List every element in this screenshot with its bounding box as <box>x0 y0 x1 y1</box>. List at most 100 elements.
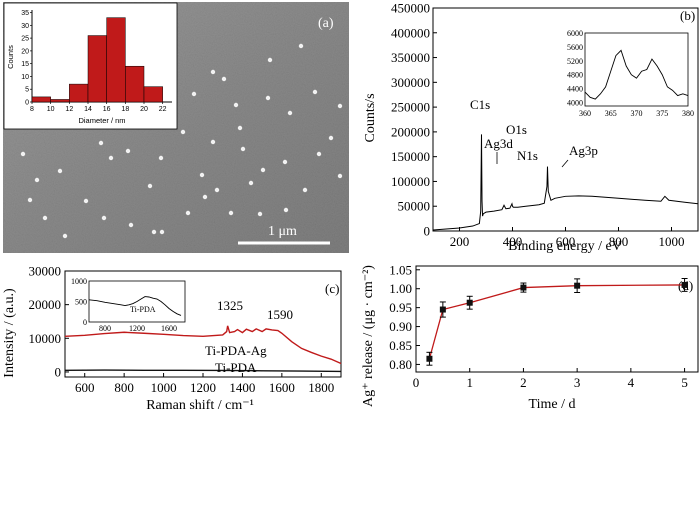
x-tick-label: 10 <box>47 106 55 113</box>
sem-particle <box>27 197 33 203</box>
sem-particle <box>214 187 220 193</box>
y-tick-label: 200000 <box>391 124 430 139</box>
sem-particle <box>221 76 227 82</box>
inset-x-tick-label: 380 <box>682 109 694 118</box>
sem-particle <box>151 229 157 235</box>
sem-particle <box>312 89 318 95</box>
x-tick-label: 800 <box>609 234 629 249</box>
sem-particle <box>202 194 208 200</box>
y-tick-label: 30000 <box>29 264 62 279</box>
peak-label: 1325 <box>217 298 243 313</box>
x-tick-label: 12 <box>65 106 73 113</box>
peak-label: O1s <box>506 122 527 137</box>
inset-x-tick-label: 375 <box>656 109 668 118</box>
panel-b: (b) 200 400 600 800 1000 0 50000 100000 150000 20… <box>363 1 699 254</box>
inset-y-tick-label: 1000 <box>71 277 87 286</box>
x-tick-label: 1200 <box>190 380 216 395</box>
y-tick-label: 0.80 <box>389 357 412 372</box>
sem-particle <box>267 57 273 63</box>
inset-y-tick-label: 4400 <box>567 85 583 94</box>
panel-a: 1 μm (a) 8 10 12 14 16 18 20 22 0 5 10 15 20 25 30 35 Di… <box>3 2 349 253</box>
sem-particle <box>210 69 216 75</box>
arrow-ag3p <box>561 159 569 168</box>
x-axis-label: Raman shift / cm⁻¹ <box>146 398 254 413</box>
inset-x-tick-label: 360 <box>579 109 591 118</box>
sem-particle <box>83 198 89 204</box>
sem-particle <box>159 229 165 235</box>
sem-particle <box>125 148 131 154</box>
y-tick-label: 20000 <box>29 297 62 312</box>
inset-x-tick-label: 1200 <box>129 324 145 333</box>
x-tick-label: 1000 <box>659 234 685 249</box>
inset-label: Ti-PDA <box>130 305 156 314</box>
sem-particles <box>20 43 343 239</box>
sem-particle <box>328 135 334 141</box>
inset-x-tick-label: 370 <box>631 109 643 118</box>
y-tick-label: 1.05 <box>389 262 412 277</box>
inset-y-tick-label: 4000 <box>567 99 583 108</box>
sem-particle <box>337 103 343 109</box>
sem-particle <box>108 155 114 161</box>
sem-particle <box>260 167 266 173</box>
sem-particle <box>282 159 288 165</box>
peak-label: 1590 <box>267 307 293 322</box>
inset-y-tick-label: 5600 <box>567 43 583 52</box>
data-point <box>574 282 581 289</box>
sem-particle <box>57 168 63 174</box>
y-tick-label: 50000 <box>398 199 431 214</box>
histogram-bar <box>143 86 163 103</box>
plot-frame <box>415 265 699 373</box>
y-tick-label: 0.85 <box>389 338 412 353</box>
x-tick-label: 14 <box>84 106 92 113</box>
data-point <box>466 299 473 306</box>
sem-particle <box>233 102 239 108</box>
x-tick-label: 400 <box>503 234 523 249</box>
x-tick-label: 1000 <box>151 380 177 395</box>
sem-particle <box>302 187 308 193</box>
series-label-ti-pda-ag: Ti-PDA-Ag <box>205 343 267 358</box>
panel-label-a: (a) <box>318 16 334 31</box>
data-point <box>520 284 527 291</box>
x-tick-label: 5 <box>681 375 688 390</box>
x-tick-label: 1400 <box>229 380 255 395</box>
x-tick-label: 18 <box>121 106 129 113</box>
sem-particle <box>199 172 205 178</box>
y-tick-label: 300000 <box>391 75 430 90</box>
y-tick-label: 0.90 <box>389 319 412 334</box>
x-tick-label: 200 <box>450 234 470 249</box>
y-axis-label: Ag⁺ release / (μg · cm⁻²) <box>361 265 376 407</box>
histogram-bar <box>69 83 89 103</box>
inset-y-tick-label: 5200 <box>567 57 583 66</box>
inset-x-tick-label: 1600 <box>161 324 177 333</box>
release-line <box>428 284 685 359</box>
inset-y-tick-label: 4800 <box>567 71 583 80</box>
x-tick-label: 1800 <box>308 380 334 395</box>
sem-particle <box>147 183 153 189</box>
sem-particle <box>248 180 254 186</box>
x-axis-label: Diameter / nm <box>78 116 125 125</box>
inset-y-tick-label: 500 <box>75 298 87 307</box>
inset-x-tick-label: 365 <box>605 109 617 118</box>
y-tick-label: 10000 <box>29 331 62 346</box>
sem-particle <box>283 207 289 213</box>
sem-particle <box>316 151 322 157</box>
sem-particle <box>191 91 197 97</box>
y-axis-label: Counts/s <box>363 93 378 142</box>
x-tick-label: 0 <box>413 375 420 390</box>
sem-particle <box>34 177 40 183</box>
sem-particle <box>98 140 104 146</box>
peak-label: Ag3p <box>569 143 598 158</box>
y-axis-label: Intensity / (a.u.) <box>2 288 17 378</box>
inset-y-tick-label: 6000 <box>567 29 583 38</box>
inset-x-tick-label: 800 <box>99 324 111 333</box>
x-tick-label: 8 <box>30 106 34 113</box>
x-tick-label: 600 <box>75 380 95 395</box>
peak-label: N1s <box>517 148 538 163</box>
panel-c: (c) 600 800 1000 1200 1400 1600 18000100002000… <box>2 264 342 413</box>
x-tick-label: 800 <box>114 380 134 395</box>
panel-label-b: (b) <box>680 8 695 23</box>
y-tick-label: 0 <box>55 364 62 379</box>
inset-a-histogram: 8 10 12 14 16 18 20 22 0 5 10 15 20 25 30 35 Diameter / … <box>6 10 172 125</box>
inset-c-line <box>88 296 182 316</box>
